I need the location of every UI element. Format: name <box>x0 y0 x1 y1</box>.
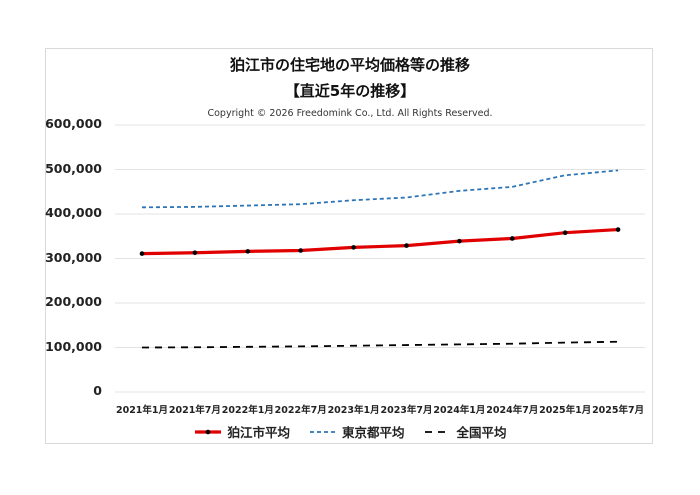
legend-item: 東京都平均 <box>308 422 405 441</box>
y-tick-label: 400,000 <box>45 205 102 220</box>
data-point-marker <box>298 248 304 253</box>
series-line <box>141 169 619 209</box>
legend-item: 全国平均 <box>423 422 507 441</box>
x-tick-label: 2021年1月 <box>115 405 169 416</box>
data-point-marker <box>562 230 568 235</box>
data-point-marker <box>615 227 621 232</box>
y-tick-label: 600,000 <box>45 116 102 131</box>
legend-swatch-icon <box>195 429 222 434</box>
legend-swatch-icon <box>309 430 336 433</box>
y-tick-label: 500,000 <box>45 160 102 176</box>
data-point-marker <box>139 251 145 256</box>
legend-label: 狛江市平均 <box>227 425 290 440</box>
series-line <box>141 227 619 256</box>
data-point-marker <box>457 238 462 244</box>
legend: 狛江市平均 東京都平均 全国平均 <box>0 422 700 441</box>
x-tick-label: 2021年7月 <box>168 405 221 416</box>
y-tick-label: 200,000 <box>45 294 102 309</box>
x-tick-label: 2024年1月 <box>433 405 486 416</box>
x-tick-label: 2022年7月 <box>274 405 327 416</box>
legend-label: 東京都平均 <box>341 425 405 440</box>
x-tick-label: 2022年1月 <box>221 405 274 416</box>
x-tick-label: 2025年7月 <box>592 405 645 416</box>
x-tick-label: 2023年1月 <box>327 405 380 416</box>
legend-swatch-icon <box>424 430 451 433</box>
y-tick-label: 300,000 <box>45 249 102 265</box>
legend-item: 狛江市平均 <box>193 422 290 441</box>
chart-frame <box>45 48 653 444</box>
x-tick-label: 2024年7月 <box>486 405 539 416</box>
legend-label: 全国平均 <box>456 425 507 440</box>
data-point-marker <box>245 249 251 254</box>
copyright-notice: Copyright © 2026 Freedomink Co., Ltd. Al… <box>207 108 493 119</box>
series-line <box>141 340 619 349</box>
y-tick-label: 0 <box>93 383 102 398</box>
chart-subtitle: 【直近5年の推移】 <box>284 82 416 100</box>
y-tick-label: 100,000 <box>45 338 102 354</box>
chart-title: 狛江市の住宅地の平均価格等の推移 <box>229 56 470 74</box>
data-point-marker <box>192 250 198 256</box>
data-point-marker <box>510 236 515 241</box>
x-tick-label: 2025年1月 <box>539 405 592 416</box>
data-point-marker <box>351 245 356 250</box>
x-tick-label: 2023年7月 <box>380 405 433 416</box>
data-point-marker <box>404 243 409 248</box>
